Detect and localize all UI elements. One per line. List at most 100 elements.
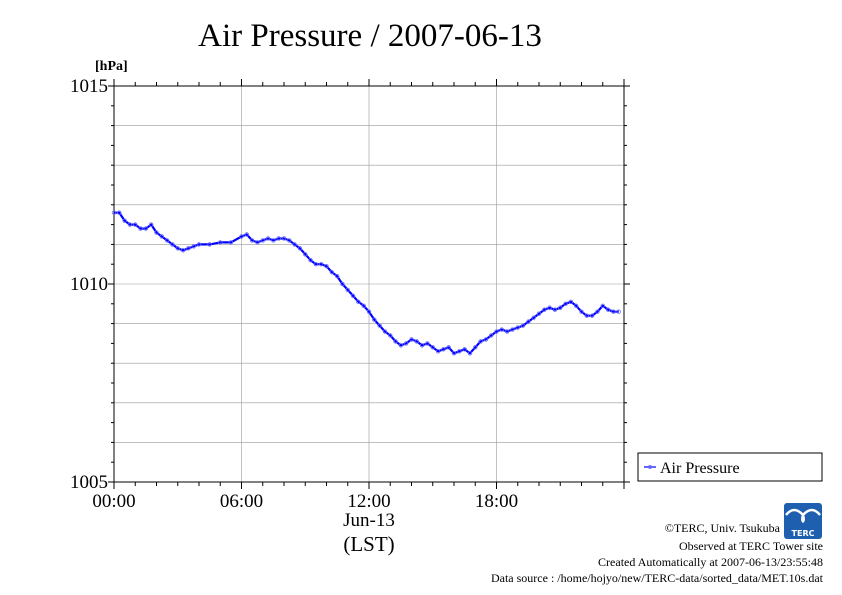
data-point [573,303,579,308]
y-tick-label: 1005 [70,472,108,493]
data-point [361,303,366,308]
data-point [510,327,515,332]
data-point [393,339,398,344]
data-point [467,351,473,356]
data-point [616,309,621,314]
data-point [425,341,430,346]
data-point [435,349,441,354]
data-point [372,317,377,322]
data-point [605,307,611,312]
data-point [249,238,255,243]
data-point [276,236,281,241]
data-point [303,252,308,257]
data-point [340,281,345,287]
data-point [457,349,462,354]
data-point [297,246,303,251]
data-point [494,329,499,334]
data-point [499,327,505,332]
data-point [133,222,138,227]
data-point [244,232,250,237]
data-point [584,313,590,318]
data-point [483,337,489,342]
data-point [478,339,483,344]
data-point [388,333,393,338]
credit-created: Created Automatically at 2007-06-13/23:5… [598,555,823,569]
data-point [143,226,149,231]
data-point [356,299,361,305]
x-axis: 00:00 06:00 12:00 18:00 [92,79,625,512]
data-point [111,210,117,215]
data-point [122,218,127,223]
data-point [579,309,584,314]
data-point [547,305,552,310]
x-tick-label: 00:00 [92,491,135,512]
data-point [403,341,409,346]
chart-title: Air Pressure / 2007-06-13 [198,18,542,54]
data-point [271,238,276,243]
data-point [563,301,568,306]
data-point [148,222,154,227]
data-point [542,307,547,312]
data-point [228,240,234,245]
logo-drop-icon [801,513,805,523]
data-point [329,269,335,275]
data-point [504,329,510,334]
data-point [377,323,382,328]
data-point [127,222,133,227]
data-point [600,303,605,308]
x-tick-label: 06:00 [220,491,263,512]
data-point [451,351,457,356]
data-point [175,246,180,251]
x-axis-timezone-label: (LST) [343,532,394,556]
data-point [287,238,292,243]
data-point [366,309,372,314]
logo-text: TERC [792,529,815,538]
data-point [441,347,446,352]
data-point [611,309,616,314]
data-point [382,329,388,334]
y-tick-label: 1010 [70,274,108,295]
data-point [292,242,297,247]
data-point [159,234,165,239]
data-point [218,240,223,245]
y-tick-label: 1015 [70,76,108,97]
data-point [255,240,260,245]
data-point [117,210,122,215]
data-point [308,258,313,263]
data-point [398,343,404,348]
data-point [552,307,558,312]
data-point [334,273,340,279]
data-point [345,287,350,293]
data-point [589,313,595,318]
data-point [350,293,356,299]
legend-marker [648,464,653,469]
credit-copyright: ©TERC, Univ. Tsukuba [665,521,781,535]
legend-box [637,452,823,482]
data-point [430,345,435,350]
data-point [180,248,186,253]
data-point [520,323,526,328]
series-air-pressure [111,210,621,356]
data-point [154,230,159,235]
y-axis: 1005 1010 1015 [70,76,630,493]
data-point [446,345,451,350]
data-point [313,262,319,267]
data-point [265,236,271,241]
data-point [281,236,287,241]
legend: Air Pressure [637,452,823,482]
data-point [324,263,329,269]
series-line-air-pressure [114,211,619,355]
data-point [595,309,600,314]
data-point [239,234,244,239]
data-point [526,319,531,324]
data-point [473,345,478,350]
data-point [409,337,414,342]
data-point [462,347,467,352]
data-point [568,299,574,305]
data-point [536,311,542,316]
x-tick-label: 18:00 [475,491,518,512]
y-axis-unit: [hPa] [95,59,128,74]
credit-source: Data source : /home/hojyo/new/TERC-data/… [491,571,824,585]
data-point [419,343,425,348]
